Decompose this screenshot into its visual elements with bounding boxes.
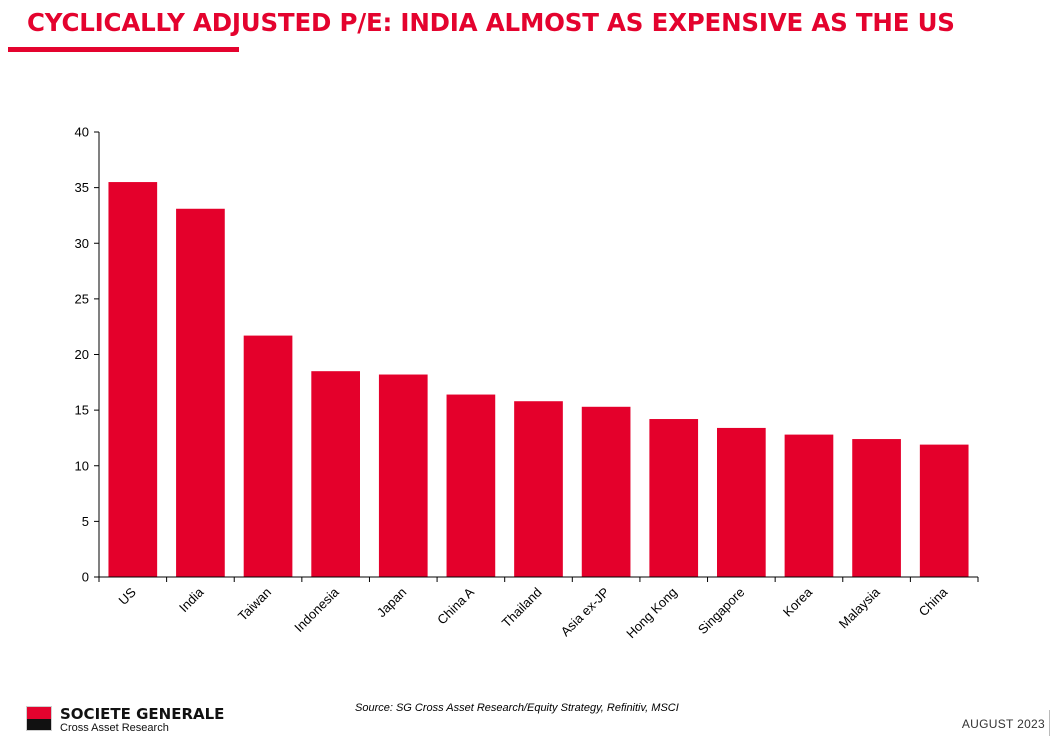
y-tick-label: 10 xyxy=(75,458,89,473)
y-tick-label: 0 xyxy=(82,570,89,585)
x-tick-label: Hong Kong xyxy=(623,585,680,642)
x-tick-label: Japan xyxy=(374,585,410,621)
x-tick-label: Korea xyxy=(780,584,816,620)
bar-japan xyxy=(378,374,428,577)
bar-china-a xyxy=(446,394,496,577)
brand-subtitle: Cross Asset Research xyxy=(60,722,169,734)
title-underline xyxy=(8,47,239,52)
bar-asia-ex-jp xyxy=(581,406,631,577)
bar-indonesia xyxy=(311,371,360,577)
bar-china xyxy=(919,444,969,577)
y-tick-label: 25 xyxy=(75,291,89,306)
footer-divider xyxy=(1049,710,1050,736)
x-tick-label: China A xyxy=(434,584,477,627)
x-tick-label: Taiwan xyxy=(235,585,274,624)
y-tick-label: 20 xyxy=(75,347,89,362)
y-tick-label: 40 xyxy=(75,125,89,140)
bar-malaysia xyxy=(852,439,901,577)
bar-india xyxy=(176,208,225,577)
x-tick-label: US xyxy=(116,584,140,608)
page-title: CYCLICALLY ADJUSTED P/E: INDIA ALMOST AS… xyxy=(27,8,955,37)
bar-singapore xyxy=(717,427,766,577)
x-tick-label: Malaysia xyxy=(836,584,883,631)
bar-hong-kong xyxy=(649,419,699,577)
logo-mark-icon xyxy=(26,706,52,731)
x-tick-label: China xyxy=(916,584,951,619)
source-note: Source: SG Cross Asset Research/Equity S… xyxy=(355,702,679,714)
bar-thailand xyxy=(514,401,563,577)
bar-chart: 0 5 10 15 20 25 30 35 40 US India Taiwan Indonesia Ja… xyxy=(75,125,979,642)
y-tick-label: 35 xyxy=(75,180,89,195)
y-tick-label: 30 xyxy=(75,236,89,251)
x-tick-label: Thailand xyxy=(499,585,545,631)
y-tick-label: 15 xyxy=(75,403,89,418)
x-tick-label: Indonesia xyxy=(291,584,342,635)
bar-us xyxy=(108,182,158,577)
y-tick-label: 5 xyxy=(82,514,89,529)
x-tick-label: India xyxy=(176,584,207,615)
bar-taiwan xyxy=(243,335,293,577)
brand-name: SOCIETE GENERALE xyxy=(60,705,225,723)
bar-korea xyxy=(784,434,834,577)
x-tick-label: Asia ex-JP xyxy=(558,585,613,640)
x-tick-label: Singapore xyxy=(695,585,748,638)
report-date: AUGUST 2023 xyxy=(961,717,1045,731)
